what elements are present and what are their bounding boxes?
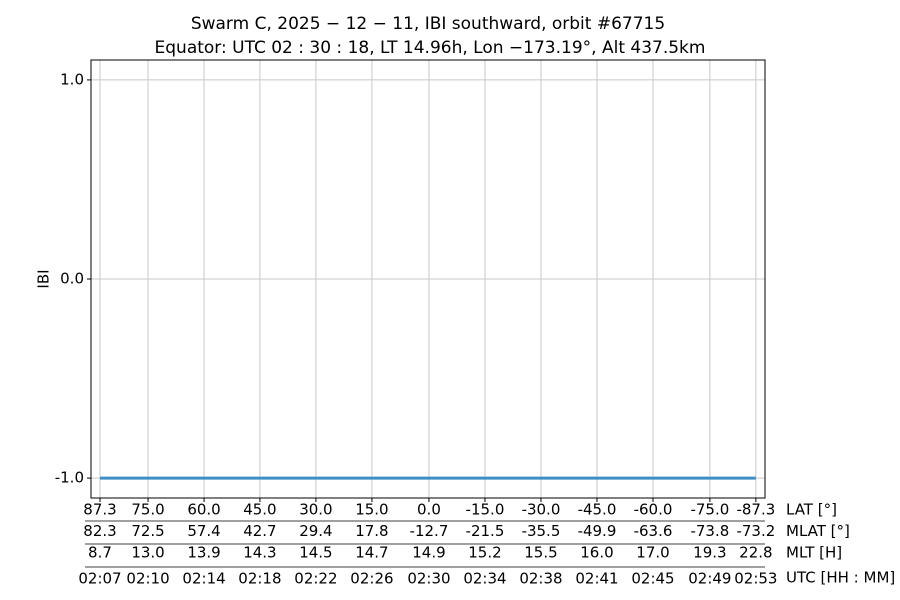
chart-subtitle: Equator: UTC 02 : 30 : 18, LT 14.96h, Lo… (155, 38, 706, 58)
x-row-label: 14.3 (243, 544, 276, 562)
x-row-label: -60.0 (634, 501, 673, 519)
x-row-label: 82.3 (83, 522, 116, 540)
x-tick-label: 02:07 (78, 570, 121, 588)
y-tick-label: -1.0 (55, 469, 84, 487)
row-title: MLT [H] (786, 544, 842, 562)
y-tick-label: 1.0 (60, 70, 84, 88)
x-row-label: -45.0 (578, 501, 617, 519)
x-row-label: 17.8 (355, 522, 388, 540)
x-row-label: 42.7 (243, 522, 276, 540)
x-row-label: -73.8 (690, 522, 729, 540)
y-axis-label: IBI (35, 269, 53, 288)
y-tick-label: 0.0 (60, 270, 84, 288)
x-row-label: 75.0 (131, 501, 164, 519)
x-tick-label: 02:49 (688, 570, 731, 588)
x-row-label: 8.7 (88, 544, 112, 562)
x-tick-label: 02:26 (350, 570, 393, 588)
x-row-label: 14.9 (412, 544, 445, 562)
x-row-label: 13.9 (187, 544, 220, 562)
x-tick-label: 02:41 (575, 570, 618, 588)
x-row-label: -12.7 (410, 522, 449, 540)
x-tick-label: 02:30 (407, 570, 450, 588)
x-row-label: -87.3 (736, 501, 775, 519)
x-row-label: -21.5 (466, 522, 505, 540)
x-row-label: 14.7 (355, 544, 388, 562)
x-row-label: 15.2 (468, 544, 501, 562)
x-tick-label: 02:10 (126, 570, 169, 588)
x-row-label: -15.0 (466, 501, 505, 519)
x-row-label: 29.4 (299, 522, 332, 540)
x-tick-label: 02:18 (238, 570, 281, 588)
x-row-label: 19.3 (693, 544, 726, 562)
x-row-label: 17.0 (636, 544, 669, 562)
x-row-label: -63.6 (634, 522, 673, 540)
x-row-label: 72.5 (131, 522, 164, 540)
x-row-label: 0.0 (417, 501, 441, 519)
row-title: LAT [°] (786, 501, 837, 519)
x-tick-label: 02:38 (519, 570, 562, 588)
x-tick-label: 02:45 (631, 570, 674, 588)
x-row-label: 14.5 (299, 544, 332, 562)
x-row-label: -49.9 (578, 522, 617, 540)
x-tick-label: 02:53 (734, 570, 777, 588)
x-tick-label: 02:14 (182, 570, 225, 588)
x-row-label: -75.0 (690, 501, 729, 519)
x-row-label: 30.0 (299, 501, 332, 519)
x-row-label: 22.8 (739, 544, 772, 562)
x-tick-label: 02:34 (463, 570, 506, 588)
x-tick-label: 02:22 (294, 570, 337, 588)
x-row-label: 16.0 (580, 544, 613, 562)
x-row-label: 15.5 (524, 544, 557, 562)
x-row-label: 57.4 (187, 522, 220, 540)
x-row-label: -35.5 (522, 522, 561, 540)
x-row-label: 15.0 (355, 501, 388, 519)
x-row-label: -30.0 (522, 501, 561, 519)
x-row-label: -73.2 (736, 522, 775, 540)
chart-title: Swarm C, 2025 − 12 − 11, IBI southward, … (191, 14, 665, 34)
plot-frame (90, 59, 766, 499)
x-row-label: 13.0 (131, 544, 164, 562)
x-row-label: 60.0 (187, 501, 220, 519)
x-axis-label: UTC [HH : MM] (786, 569, 895, 587)
x-row-label: 87.3 (83, 501, 116, 519)
x-row-label: 45.0 (243, 501, 276, 519)
row-title: MLAT [°] (786, 522, 850, 540)
